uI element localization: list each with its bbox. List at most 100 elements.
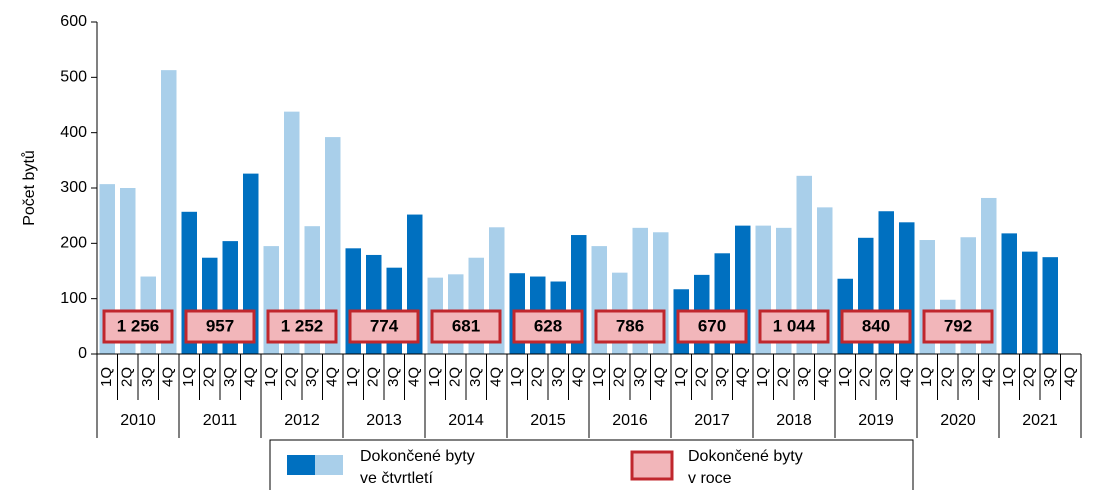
year-label: 2015: [530, 412, 566, 429]
annual-box: [594, 309, 666, 344]
x-tick-label: 4Q: [980, 367, 997, 387]
y-tick-label: 0: [78, 345, 87, 362]
annual-label: 628: [534, 316, 562, 335]
x-tick-label: 3Q: [139, 367, 156, 387]
y-tick-label: 100: [60, 290, 87, 307]
legend-swatch: [315, 455, 343, 475]
year-label: 2018: [776, 412, 812, 429]
legend-label: Dokončené byty: [688, 448, 803, 465]
x-tick-label: 3Q: [1041, 367, 1058, 387]
legend-swatch: [630, 450, 674, 481]
legend-swatch: [287, 455, 315, 475]
x-tick-label: 4Q: [1062, 367, 1079, 387]
x-tick-label: 4Q: [652, 367, 669, 387]
bar: [161, 70, 177, 354]
x-tick-label: 3Q: [467, 367, 484, 387]
x-tick-label: 4Q: [734, 367, 751, 387]
year-label: 2012: [284, 412, 320, 429]
legend-label: Dokončené byty: [360, 448, 475, 465]
annual-label: 792: [944, 316, 972, 335]
x-tick-label: 1Q: [918, 367, 935, 387]
annual-label: 1 252: [281, 316, 324, 335]
annual-box: [512, 309, 584, 344]
annual-label: 681: [452, 316, 480, 335]
x-tick-label: 3Q: [795, 367, 812, 387]
x-tick-label: 1Q: [262, 367, 279, 387]
x-tick-label: 3Q: [303, 367, 320, 387]
bar: [1042, 257, 1058, 354]
x-tick-label: 2Q: [365, 367, 382, 387]
annual-box: [758, 309, 830, 344]
bar: [284, 111, 300, 354]
annual-box: [184, 309, 256, 344]
x-tick-label: 4Q: [160, 367, 177, 387]
x-tick-label: 3Q: [221, 367, 238, 387]
x-tick-label: 3Q: [631, 367, 648, 387]
annual-box: [102, 309, 174, 344]
annual-label: 1 256: [117, 316, 160, 335]
x-tick-label: 2Q: [201, 367, 218, 387]
annual-label: 957: [206, 316, 234, 335]
x-tick-label: 2Q: [611, 367, 628, 387]
x-tick-label: 4Q: [570, 367, 587, 387]
bar: [243, 173, 259, 354]
x-tick-label: 1Q: [180, 367, 197, 387]
year-label: 2020: [940, 412, 976, 429]
x-tick-label: 4Q: [324, 367, 341, 387]
x-tick-label: 1Q: [98, 367, 115, 387]
y-tick-label: 200: [60, 235, 87, 252]
annual-box: [840, 309, 912, 344]
legend-label: ve čtvrtletí: [360, 470, 433, 487]
x-tick-label: 4Q: [488, 367, 505, 387]
x-tick-label: 4Q: [816, 367, 833, 387]
y-axis-label: Počet bytů: [20, 150, 38, 226]
x-tick-label: 1Q: [426, 367, 443, 387]
y-tick-label: 600: [60, 13, 87, 30]
x-tick-label: 1Q: [1000, 367, 1017, 387]
x-tick-label: 1Q: [344, 367, 361, 387]
x-tick-label: 2Q: [447, 367, 464, 387]
x-tick-label: 2Q: [529, 367, 546, 387]
y-tick-label: 300: [60, 179, 87, 196]
x-tick-label: 2Q: [939, 367, 956, 387]
annual-box: [430, 309, 502, 344]
legend-box: [269, 439, 914, 490]
annual-label: 840: [862, 316, 890, 335]
x-tick-label: 3Q: [549, 367, 566, 387]
annual-label: 1 044: [773, 316, 816, 335]
x-tick-label: 1Q: [754, 367, 771, 387]
x-tick-label: 1Q: [590, 367, 607, 387]
year-label: 2019: [858, 412, 894, 429]
annual-box: [348, 309, 420, 344]
bar: [1022, 251, 1038, 354]
year-label: 2014: [448, 412, 484, 429]
x-tick-label: 4Q: [406, 367, 423, 387]
x-tick-label: 2Q: [775, 367, 792, 387]
annual-label: 774: [370, 316, 399, 335]
x-tick-label: 2Q: [693, 367, 710, 387]
x-tick-label: 1Q: [672, 367, 689, 387]
annual-box: [676, 309, 748, 344]
year-label: 2016: [612, 412, 648, 429]
x-tick-label: 4Q: [242, 367, 259, 387]
x-tick-label: 2Q: [1021, 367, 1038, 387]
y-tick-label: 500: [60, 69, 87, 86]
annual-box: [922, 309, 994, 344]
x-tick-label: 1Q: [836, 367, 853, 387]
y-tick-label: 400: [60, 124, 87, 141]
x-tick-label: 2Q: [119, 367, 136, 387]
annual-label: 670: [698, 316, 726, 335]
x-tick-label: 3Q: [713, 367, 730, 387]
x-tick-label: 1Q: [508, 367, 525, 387]
x-tick-label: 3Q: [385, 367, 402, 387]
bar: [1001, 233, 1017, 354]
year-label: 2010: [120, 412, 156, 429]
year-label: 2011: [203, 412, 238, 429]
year-label: 2013: [366, 412, 402, 429]
x-tick-label: 2Q: [857, 367, 874, 387]
annual-label: 786: [616, 316, 644, 335]
x-tick-label: 2Q: [283, 367, 300, 387]
legend-label: v roce: [688, 470, 732, 487]
x-tick-label: 4Q: [898, 367, 915, 387]
